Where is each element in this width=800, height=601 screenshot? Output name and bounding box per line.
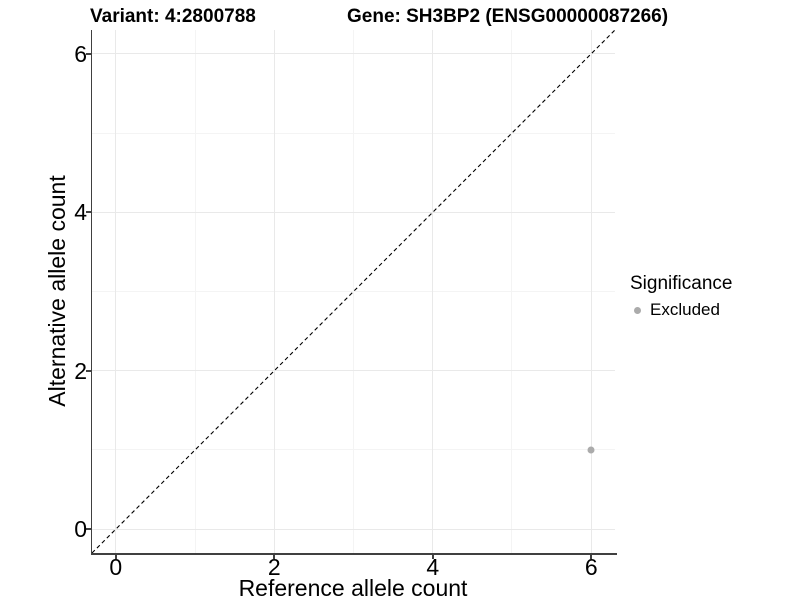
y-minor-gridline: [92, 291, 615, 292]
identity-reference-line: [91, 29, 616, 554]
x-major-gridline: [590, 30, 592, 553]
data-point: [587, 446, 595, 454]
y-axis-line: [90, 30, 93, 555]
x-tick-mark: [431, 554, 434, 560]
legend-title: Significance: [630, 273, 733, 294]
x-major-gridline: [115, 30, 117, 553]
y-tick-label: 6: [74, 40, 87, 67]
x-major-gridline: [273, 30, 275, 553]
legend: Significance Excluded: [630, 272, 732, 321]
x-tick-label: 2: [267, 554, 281, 580]
y-tick-label: 2: [74, 357, 87, 384]
plot-panel: [91, 29, 616, 554]
y-tick-label: 4: [74, 199, 87, 226]
y-major-gridline: [92, 370, 615, 372]
x-axis-title: Reference allele count: [238, 575, 468, 601]
x-tick-label: 4: [426, 554, 440, 580]
legend-item-label: Excluded: [650, 300, 720, 319]
plot-title-gene: Gene: SH3BP2 (ENSG00000087266): [347, 6, 669, 27]
x-major-gridline: [432, 30, 434, 553]
y-major-gridline: [92, 528, 615, 530]
y-major-gridline: [92, 211, 615, 213]
x-tick-label: 0: [109, 554, 123, 580]
y-tick-label: 0: [74, 516, 87, 543]
y-minor-gridline: [92, 132, 615, 134]
y-tick-mark: [86, 528, 91, 531]
legend-point-icon: [634, 306, 641, 314]
y-tick-mark: [86, 369, 91, 372]
y-tick-mark: [86, 52, 91, 55]
x-tick-mark: [590, 554, 593, 560]
x-axis-line: [90, 553, 617, 555]
x-tick-mark: [273, 554, 276, 560]
x-tick-mark: [114, 554, 117, 560]
plot-title-variant: Variant: 4:2800788: [90, 6, 256, 27]
y-axis-title: Alternative allele count: [44, 175, 70, 407]
x-tick-label: 6: [584, 554, 598, 580]
y-minor-gridline: [92, 449, 615, 451]
legend-item-excluded: Excluded: [630, 299, 732, 321]
y-tick-mark: [86, 211, 91, 214]
y-major-gridline: [92, 53, 615, 55]
